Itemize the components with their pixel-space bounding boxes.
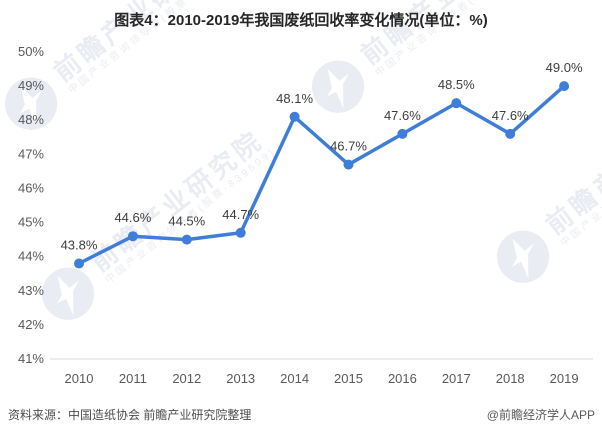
y-axis-tick-label: 50% [18, 44, 44, 59]
x-axis-category-label: 2019 [550, 371, 579, 386]
data-point-2010 [74, 258, 84, 269]
data-label-2017: 48.5% [438, 77, 475, 92]
y-axis-tick-label: 46% [18, 180, 44, 195]
data-label-2019: 49.0% [546, 60, 583, 75]
data-label-2013: 44.7% [222, 207, 259, 222]
y-axis-tick-label: 44% [18, 249, 44, 264]
x-axis-category-label: 2018 [496, 371, 525, 386]
data-label-2010: 43.8% [61, 237, 98, 252]
x-axis-category-label: 2017 [442, 371, 471, 386]
data-point-2018 [505, 128, 516, 139]
x-axis-category-label: 2016 [388, 371, 417, 386]
x-axis-category-label: 2013 [226, 371, 255, 386]
data-label-2011: 44.6% [114, 210, 151, 225]
y-axis-tick-label: 48% [18, 112, 44, 127]
data-point-2017 [451, 98, 462, 109]
x-axis-category-label: 2011 [119, 371, 147, 386]
data-label-2018: 47.6% [492, 108, 529, 123]
data-point-2015 [343, 159, 354, 170]
data-line [77, 84, 566, 266]
data-point-2013 [235, 227, 246, 238]
y-axis-tick-label: 43% [18, 283, 44, 298]
data-label-2015: 46.7% [330, 139, 367, 154]
data-label-2014: 48.1% [276, 91, 313, 106]
data-point-2019 [559, 81, 570, 92]
data-point-2014 [289, 111, 300, 122]
credit-note: @前瞻经济学人APP [486, 408, 595, 422]
y-axis-tick-label: 49% [18, 78, 44, 93]
y-axis-tick-label: 41% [18, 351, 44, 366]
data-point-2016 [397, 128, 408, 139]
chart-footer: 资料来源：中国造纸协会 前瞻产业研究院整理 @前瞻经济学人APP [8, 406, 595, 423]
x-axis-category-label: 2014 [280, 371, 309, 386]
data-label-2016: 47.6% [384, 108, 421, 123]
chart-title: 图表4：2010-2019年我国废纸回收率变化情况(单位：%) [114, 12, 488, 29]
source-note: 资料来源：中国造纸协会 前瞻产业研究院整理 [8, 408, 252, 422]
x-axis-category-label: 2012 [172, 371, 201, 386]
data-label-2012: 44.5% [168, 214, 205, 229]
data-point-2012 [181, 234, 192, 245]
x-axis-category-label: 2010 [65, 371, 94, 386]
y-axis-tick-label: 45% [18, 215, 44, 230]
y-axis-tick-label: 47% [18, 146, 44, 161]
y-axis-tick-label: 42% [18, 317, 44, 332]
data-point-2011 [127, 231, 138, 242]
x-axis-category-label: 2015 [334, 371, 363, 386]
